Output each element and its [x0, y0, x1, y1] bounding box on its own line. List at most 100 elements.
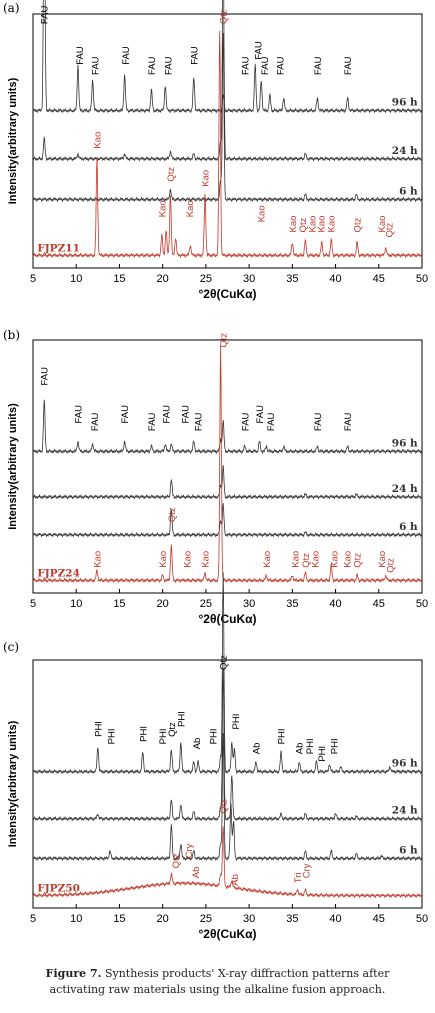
peak-annotation: PHI: [106, 728, 117, 744]
peak-annotation: Qtz: [385, 222, 396, 237]
peak-annotation: Ab: [252, 743, 263, 755]
plot-frame: [32, 659, 423, 909]
y-axis-label: Intensity(arbitrary units): [7, 403, 19, 530]
peak-annotation: PHI: [93, 721, 104, 737]
panel-label: (c): [3, 640, 19, 654]
peak-annotation: Kao: [185, 200, 196, 217]
peak-annotation: Qtz: [171, 853, 182, 868]
peak-annotation: Cry: [184, 843, 195, 858]
peak-annotation: PHI: [138, 726, 149, 742]
series-line: [32, 503, 423, 538]
peak-annotation: PHI: [176, 711, 187, 727]
x-axis-label: °2θ(CuKα): [199, 287, 257, 301]
x-tick-label: 40: [329, 598, 341, 610]
peak-annotation: Kao: [201, 170, 212, 187]
series-label: 6 h: [399, 521, 418, 533]
peak-annotation: Kao: [290, 551, 301, 568]
x-tick-label: 30: [243, 913, 255, 925]
x-tick-label: 35: [286, 913, 298, 925]
peak-annotation: FAU: [73, 405, 84, 424]
series-label: 6 h: [399, 844, 418, 856]
x-tick-label: 25: [200, 913, 212, 925]
x-tick-label: 30: [243, 598, 255, 610]
series-line: [32, 30, 423, 259]
x-tick-label: 20: [157, 273, 169, 285]
caption-label: Figure 7.: [45, 967, 102, 980]
peak-annotation: Qtz: [166, 167, 177, 182]
peak-annotation: Qtz: [167, 507, 178, 522]
series-line: [32, 572, 423, 775]
peak-annotation: Qtz: [353, 553, 364, 568]
peak-annotation: Ab: [191, 867, 202, 879]
peak-annotation: Kao: [377, 551, 388, 568]
peak-annotation: FAU: [189, 46, 200, 65]
x-tick-label: 30: [243, 273, 255, 285]
peak-annotation: Kao: [342, 551, 353, 568]
x-tick-label: 5: [30, 913, 36, 925]
peak-annotation: Kao: [308, 216, 319, 233]
x-tick-label: 50: [416, 913, 428, 925]
x-tick-label: 45: [373, 598, 385, 610]
peak-annotation: Kao: [201, 551, 212, 568]
peak-annotation: FAU: [266, 412, 277, 431]
series-line: [33, 464, 423, 500]
series-label: FJPZ11: [37, 242, 80, 254]
x-tick-label: 10: [70, 598, 82, 610]
peak-annotation: PHI: [329, 738, 340, 754]
peak-annotation: Kao: [288, 216, 299, 233]
series-label: 96 h: [392, 97, 418, 109]
peak-annotation: FAU: [121, 46, 132, 65]
y-axis-label: Intensity(arbitrary units): [7, 720, 19, 847]
series-label: 6 h: [399, 185, 418, 197]
peak-annotation: PHI: [317, 746, 328, 762]
x-tick-label: 40: [329, 273, 341, 285]
panel-label: (b): [3, 328, 20, 342]
peak-annotation: FAU: [40, 367, 51, 386]
peak-annotation: Qtz: [167, 722, 178, 737]
x-tick-label: 15: [113, 913, 125, 925]
peak-annotation: FAU: [91, 56, 102, 75]
peak-annotation: Kao: [158, 551, 169, 568]
plot-frame: [32, 13, 423, 269]
peak-annotation: FAU: [260, 56, 271, 75]
series-label: FJPZ24: [37, 567, 80, 579]
peak-annotation: Ab: [295, 743, 306, 755]
y-axis-label: Intensity(arbitrary units): [7, 77, 19, 204]
peak-annotation: FAU: [147, 56, 158, 75]
series-line: [32, 399, 423, 455]
peak-annotation: Qtz: [301, 553, 312, 568]
peak-annotation: FAU: [75, 46, 86, 65]
x-tick-label: 45: [373, 913, 385, 925]
x-tick-label: 25: [200, 273, 212, 285]
peak-annotation: FAU: [90, 412, 101, 431]
peak-annotation: Qtz: [219, 799, 230, 814]
peak-annotation: Kao: [329, 551, 340, 568]
peak-annotation: Kao: [327, 216, 338, 233]
peak-annotation: FAU: [313, 412, 324, 431]
peak-annotation: Qtz: [219, 333, 230, 348]
series-line: [32, 346, 423, 584]
x-tick-label: 35: [286, 273, 298, 285]
peak-annotation: FAU: [181, 405, 192, 424]
peak-annotation: PHI: [208, 728, 219, 744]
caption-text: Synthesis products' X-ray diffraction pa…: [49, 967, 390, 996]
series-label: 96 h: [392, 437, 418, 449]
peak-annotation: FAU: [162, 405, 173, 424]
x-tick-label: 50: [416, 598, 428, 610]
peak-annotation: Kao: [92, 551, 103, 568]
x-tick-label: 35: [286, 598, 298, 610]
series-line: [32, 0, 423, 114]
peak-annotation: Cry: [302, 863, 313, 878]
x-tick-label: 45: [373, 273, 385, 285]
peak-annotation: Qtz: [386, 558, 397, 573]
peak-annotation: FAU: [147, 412, 158, 431]
peak-annotation: FAU: [276, 56, 287, 75]
peak-annotation: FAU: [255, 405, 266, 424]
peak-annotation: Kao: [262, 551, 273, 568]
peak-annotation: PHI: [305, 738, 316, 754]
peak-annotation: FAU: [120, 405, 131, 424]
peak-annotation: FAU: [313, 56, 324, 75]
series-line: [32, 733, 423, 862]
panel-label: (a): [3, 1, 20, 15]
peak-annotation: Qtz: [298, 217, 309, 232]
